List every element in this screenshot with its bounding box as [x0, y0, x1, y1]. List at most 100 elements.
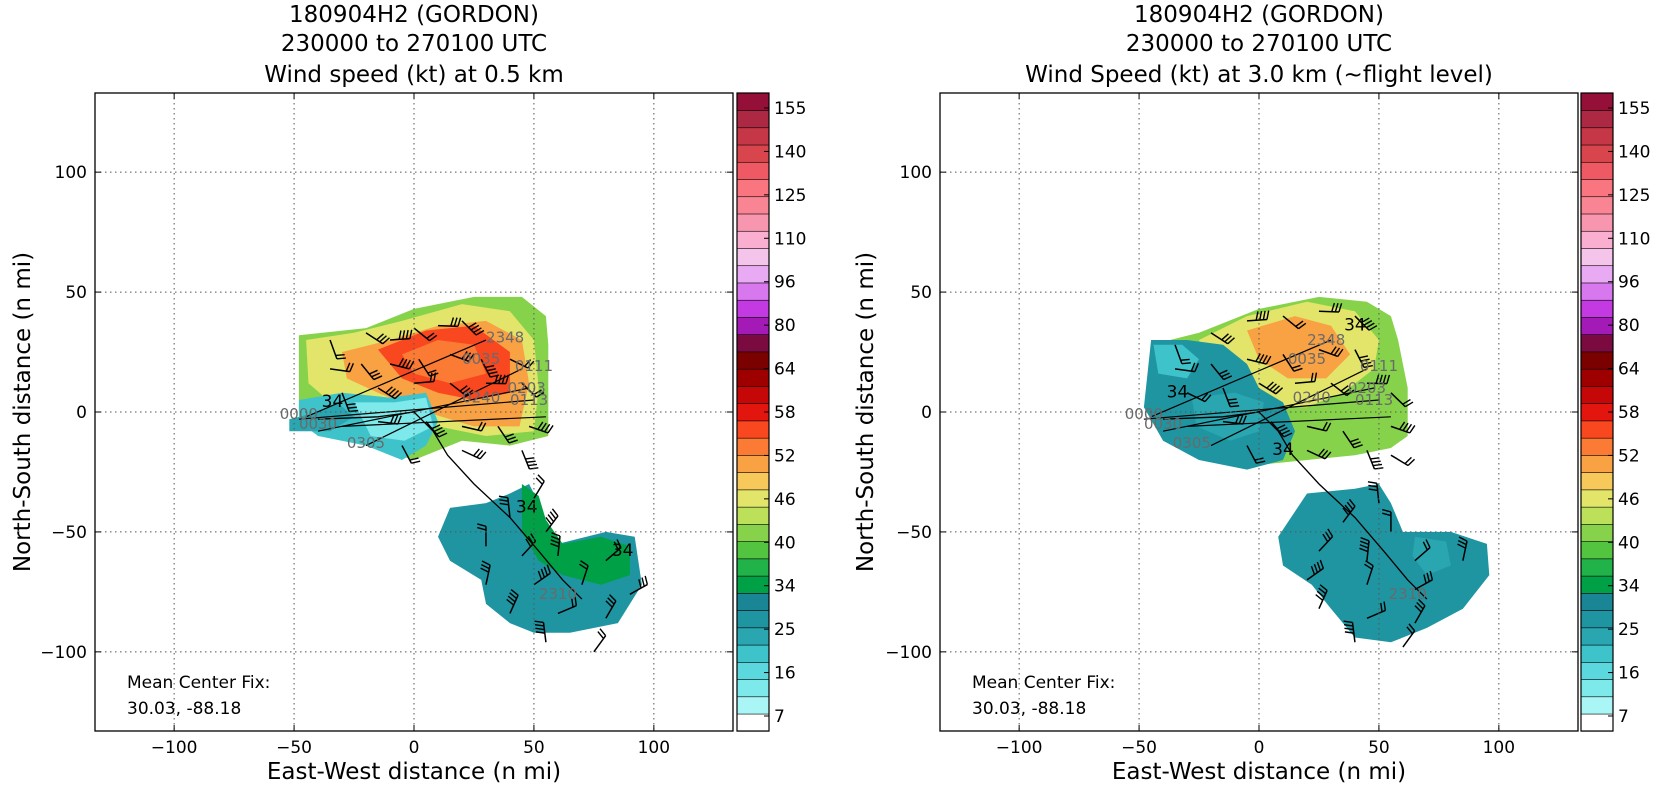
colorbar-cell — [1581, 283, 1613, 301]
colorbar-cell — [1581, 196, 1613, 214]
x-tick-label: −50 — [276, 738, 312, 758]
colorbar-cell — [1581, 386, 1613, 404]
colorbar-cell — [737, 524, 769, 542]
colorbar-cell — [1581, 421, 1613, 439]
colorbar-label: 64 — [1618, 360, 1640, 380]
colorbar-cell — [737, 421, 769, 439]
colorbar-cell — [1581, 576, 1613, 594]
contour-label: 34 — [1167, 383, 1189, 403]
colorbar-cell — [1581, 179, 1613, 197]
colorbar-cell — [1581, 472, 1613, 490]
x-axis-label: East-West distance (n mi) — [1112, 759, 1406, 785]
chart-title-line-1: 180904H2 (GORDON) — [1134, 2, 1384, 28]
colorbar-cell — [1581, 110, 1613, 128]
colorbar-cell — [737, 541, 769, 559]
contour-label: 0111 — [1360, 357, 1398, 375]
contour-label: 0030 — [299, 415, 337, 433]
contour-label: 0113 — [510, 391, 548, 409]
y-axis-label: North-South distance (n mi) — [10, 252, 36, 572]
y-tick-label: 0 — [921, 403, 932, 423]
x-tick-label: 50 — [1368, 738, 1390, 758]
mean-center-fix-value: 30.03, -88.18 — [127, 699, 241, 719]
colorbar-cell — [737, 507, 769, 525]
chart-title-line-2: 230000 to 270100 UTC — [1126, 31, 1392, 57]
contour-label: 0240 — [1293, 388, 1331, 406]
colorbar-label: 110 — [1618, 229, 1650, 249]
colorbar-cell — [737, 559, 769, 577]
colorbar-cell — [1581, 334, 1613, 352]
colorbar-cell — [737, 317, 769, 335]
colorbar-label: 34 — [1618, 577, 1640, 597]
colorbar-cell — [1581, 300, 1613, 318]
colorbar-cell — [1581, 231, 1613, 249]
x-tick-label: −100 — [996, 738, 1043, 758]
y-tick-label: 100 — [55, 163, 87, 183]
contour-label: 0113 — [1355, 391, 1393, 409]
contour-label: 2310 — [1389, 585, 1427, 603]
mean-center-fix-value: 30.03, -88.18 — [972, 699, 1086, 719]
colorbar-label: 64 — [774, 360, 796, 380]
colorbar-label: 96 — [1618, 273, 1640, 293]
colorbar-cell — [1581, 697, 1613, 715]
y-tick-label: 0 — [76, 403, 87, 423]
colorbar-label: 25 — [1618, 620, 1640, 640]
colorbar-cell — [737, 610, 769, 628]
colorbar-label: 40 — [774, 533, 796, 553]
colorbar-label: 16 — [1618, 664, 1640, 684]
wind-barb-feather — [1228, 399, 1237, 400]
colorbar-cell — [1581, 679, 1613, 697]
colorbar-cell — [1581, 145, 1613, 163]
colorbar-label: 140 — [774, 142, 806, 162]
colorbar-cell — [737, 179, 769, 197]
chart-title-line-3: Wind Speed (kt) at 3.0 km (~flight level… — [1025, 62, 1493, 88]
contour-label: 0030 — [1144, 415, 1182, 433]
contour-label: 34 — [516, 498, 538, 518]
colorbar-cell — [737, 283, 769, 301]
mean-center-fix-label: Mean Center Fix: — [127, 673, 270, 693]
contour-label: 2348 — [486, 328, 524, 346]
colorbar-cell — [737, 334, 769, 352]
y-axis-label: North-South distance (n mi) — [853, 252, 879, 572]
colorbar-cell — [737, 265, 769, 283]
panel-3p0km: 180904H2 (GORDON) 230000 to 270100 UTC Win… — [853, 2, 1650, 785]
colorbar-cell — [737, 697, 769, 715]
colorbar-cell — [737, 110, 769, 128]
colorbar-cell — [737, 645, 769, 663]
x-tick-label: −100 — [151, 738, 198, 758]
wind-barb-feather — [1182, 363, 1191, 364]
colorbar-cell — [737, 248, 769, 266]
colorbar-cell — [1581, 593, 1613, 611]
colorbar-label: 52 — [1618, 446, 1640, 466]
contour-label: 2310 — [539, 585, 577, 603]
contour-label: 0035 — [462, 350, 500, 368]
colorbar-label: 125 — [1618, 186, 1650, 206]
colorbar-cell — [1581, 317, 1613, 335]
chart-title-line-2: 230000 to 270100 UTC — [281, 31, 547, 57]
colorbar-label: 110 — [774, 229, 806, 249]
colorbar-label: 58 — [774, 403, 796, 423]
contour-label: 2348 — [1307, 331, 1345, 349]
colorbar-cell — [1581, 127, 1613, 145]
wind-barb-feather — [1230, 406, 1239, 407]
colorbar-label: 46 — [774, 490, 796, 510]
colorbar-label: 16 — [774, 664, 796, 684]
colorbar-label: 7 — [1618, 707, 1629, 727]
colorbar-cell — [1581, 559, 1613, 577]
colorbar-label: 34 — [774, 577, 796, 597]
contour-label: 0111 — [515, 357, 553, 375]
colorbar-cell — [737, 196, 769, 214]
colorbar-cell — [737, 593, 769, 611]
colorbar-label: 80 — [1618, 316, 1640, 336]
colorbar-cell — [737, 662, 769, 680]
colorbar-label: 155 — [774, 99, 806, 119]
chart-title-line-1: 180904H2 (GORDON) — [289, 2, 539, 28]
colorbar-cell — [1581, 628, 1613, 646]
colorbar-cell — [737, 369, 769, 387]
x-tick-label: 0 — [1254, 738, 1265, 758]
colorbar-cell — [737, 679, 769, 697]
colorbar-label: 40 — [1618, 533, 1640, 553]
colorbar-cell — [1581, 214, 1613, 232]
y-tick-label: 50 — [910, 283, 932, 303]
